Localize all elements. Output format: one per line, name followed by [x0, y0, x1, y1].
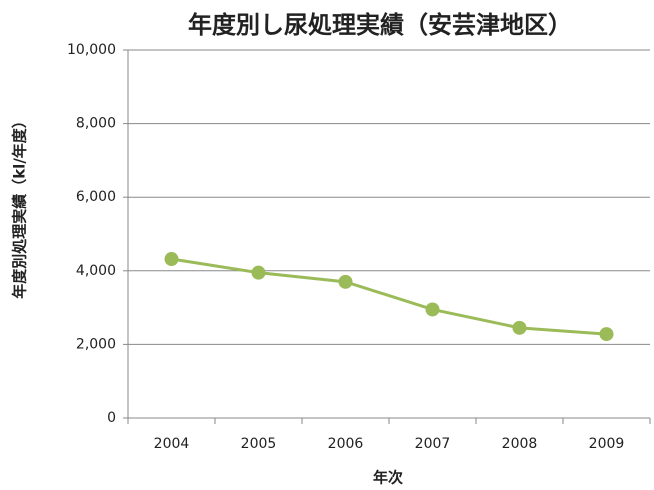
y-axis-title: 年度別処理実績（kl/年度）	[11, 113, 29, 299]
x-tick-label: 2005	[241, 436, 277, 452]
x-axis-title: 年次	[373, 469, 403, 487]
point	[251, 265, 266, 280]
y-tick-label: 2,000	[76, 336, 116, 352]
point	[512, 320, 527, 335]
point	[164, 252, 179, 267]
point	[425, 302, 440, 317]
x-tick-label: 2009	[589, 436, 625, 452]
x-tick-label: 2004	[154, 436, 190, 452]
line-series	[171, 257, 607, 336]
x-tick-label: 2008	[502, 436, 538, 452]
chart-title: 年度別し尿処理実績（安芸津地区）	[188, 11, 572, 39]
y-tick-label: 4,000	[76, 263, 116, 279]
point	[338, 274, 353, 289]
y-tick-label: 8,000	[76, 116, 116, 132]
y-tick-label: 6,000	[76, 189, 116, 205]
y-tick-label: 0	[107, 410, 116, 426]
point	[599, 327, 614, 342]
y-tick-label: 10,000	[67, 42, 116, 58]
x-tick-label: 2006	[328, 436, 364, 452]
x-tick-label: 2007	[415, 436, 451, 452]
